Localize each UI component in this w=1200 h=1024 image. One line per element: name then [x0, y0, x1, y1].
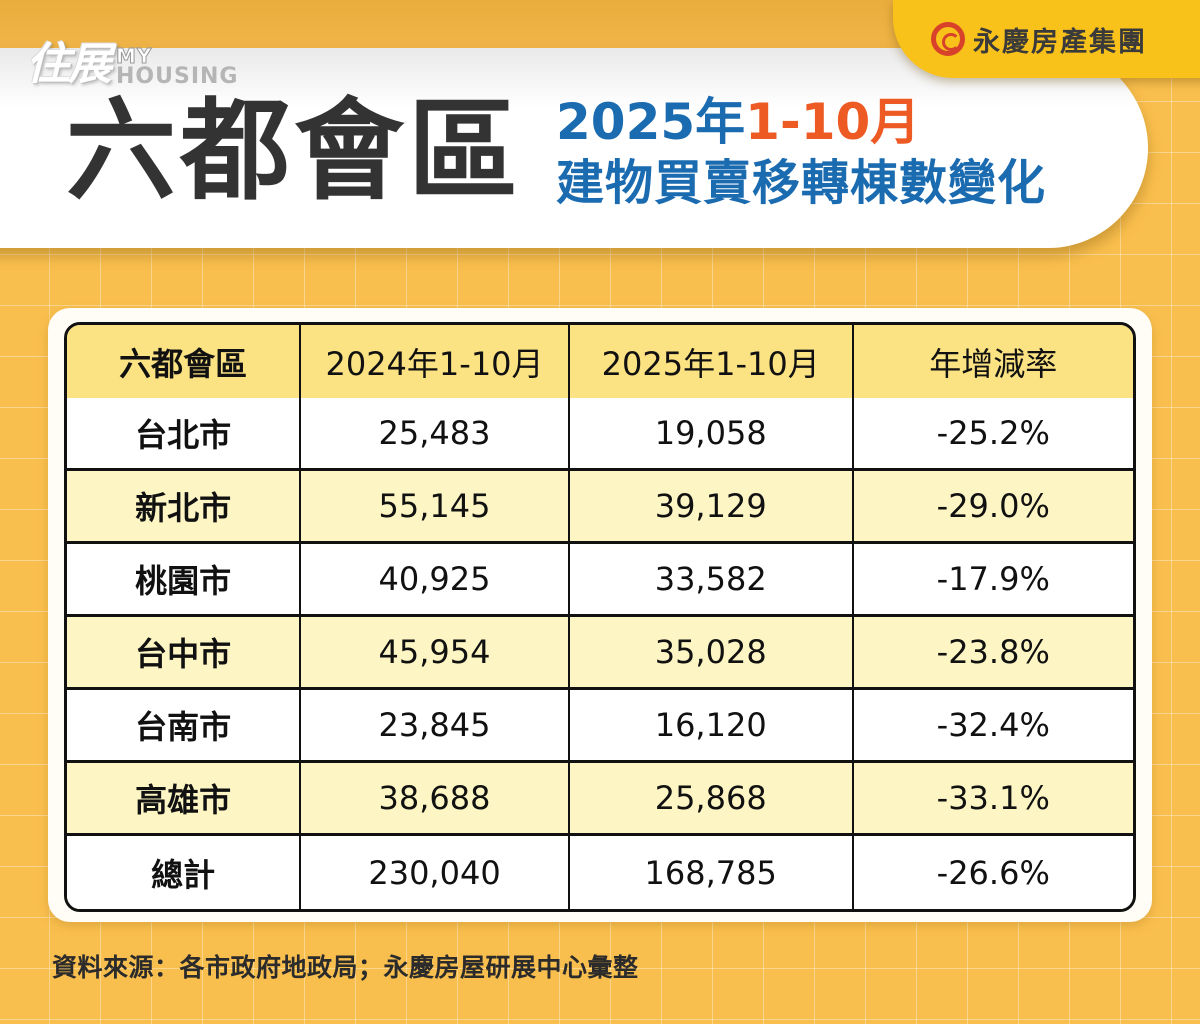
- header-card: [0, 48, 1148, 248]
- cell-yoy: -25.2%: [853, 398, 1133, 471]
- cell-2025: 19,058: [569, 398, 854, 471]
- table-row-total: 總計 230,040 168,785 -26.6%: [67, 836, 1133, 909]
- brand-tab: 永慶房產集團: [893, 0, 1200, 78]
- cell-region: 總計: [67, 836, 302, 909]
- cell-yoy: -33.1%: [853, 763, 1133, 836]
- cell-2024: 23,845: [301, 690, 570, 763]
- cell-2024: 230,040: [301, 836, 570, 909]
- column-header-2025: 2025年1-10月: [569, 325, 854, 398]
- page-title: 六都會區: [66, 87, 522, 215]
- table-header-row: 六都會區 2024年1-10月 2025年1-10月 年增減率: [67, 325, 1133, 398]
- subtitle-line2: 建物買賣移轉棟數變化: [556, 155, 1047, 211]
- cell-yoy: -17.9%: [853, 544, 1133, 617]
- cell-yoy: -26.6%: [853, 836, 1133, 909]
- myhousing-watermark: 住展 MY HOUSING: [26, 28, 238, 92]
- table-row: 桃園市 40,925 33,582 -17.9%: [67, 544, 1133, 617]
- table-card: 六都會區 2024年1-10月 2025年1-10月 年增減率 台北市 25,4…: [48, 308, 1152, 922]
- cell-2024: 38,688: [301, 763, 570, 836]
- table-row: 台北市 25,483 19,058 -25.2%: [67, 398, 1133, 471]
- table-row: 新北市 55,145 39,129 -29.0%: [67, 471, 1133, 544]
- cell-2024: 55,145: [301, 471, 570, 544]
- watermark-en: MY HOUSING: [115, 44, 239, 89]
- column-header-region: 六都會區: [67, 325, 302, 398]
- brand-name: 永慶房產集團: [973, 26, 1147, 58]
- cell-2024: 45,954: [301, 617, 570, 690]
- subtitle: 2025年1-10月 建物買賣移轉棟數變化: [556, 92, 1046, 214]
- cell-region: 台南市: [67, 690, 302, 763]
- cell-2024: 25,483: [301, 398, 570, 471]
- cell-2025: 25,868: [569, 763, 854, 836]
- cell-yoy: -29.0%: [853, 471, 1133, 544]
- cell-2025: 39,129: [569, 471, 854, 544]
- data-table: 六都會區 2024年1-10月 2025年1-10月 年增減率 台北市 25,4…: [64, 322, 1136, 912]
- cell-region: 新北市: [67, 471, 302, 544]
- watermark-en-housing: HOUSING: [116, 64, 239, 89]
- subtitle-year: 2025年: [556, 93, 746, 151]
- subtitle-line1: 2025年1-10月: [556, 92, 1046, 152]
- cell-yoy: -23.8%: [853, 617, 1133, 690]
- cell-2025: 35,028: [569, 617, 854, 690]
- table-row: 台中市 45,954 35,028 -23.8%: [67, 617, 1133, 690]
- cell-region: 高雄市: [67, 763, 302, 836]
- watermark-en-my: MY: [115, 44, 153, 68]
- table-row: 高雄市 38,688 25,868 -33.1%: [67, 763, 1133, 836]
- table-row: 台南市 23,845 16,120 -32.4%: [67, 690, 1133, 763]
- cell-2025: 168,785: [569, 836, 854, 909]
- cell-2025: 33,582: [569, 544, 854, 617]
- cell-region: 台中市: [67, 617, 302, 690]
- cell-region: 台北市: [67, 398, 302, 471]
- cell-yoy: -32.4%: [853, 690, 1133, 763]
- column-header-yoy: 年增減率: [853, 325, 1133, 398]
- watermark-cn: 住展: [26, 39, 112, 90]
- cell-region: 桃園市: [67, 544, 302, 617]
- yungching-circle-arrow-icon: [931, 22, 965, 56]
- source-note: 資料來源：各市政府地政局；永慶房屋研展中心彙整: [52, 953, 639, 982]
- subtitle-period: 1-10月: [745, 93, 921, 151]
- cell-2025: 16,120: [569, 690, 854, 763]
- column-header-2024: 2024年1-10月: [301, 325, 570, 398]
- cell-2024: 40,925: [301, 544, 570, 617]
